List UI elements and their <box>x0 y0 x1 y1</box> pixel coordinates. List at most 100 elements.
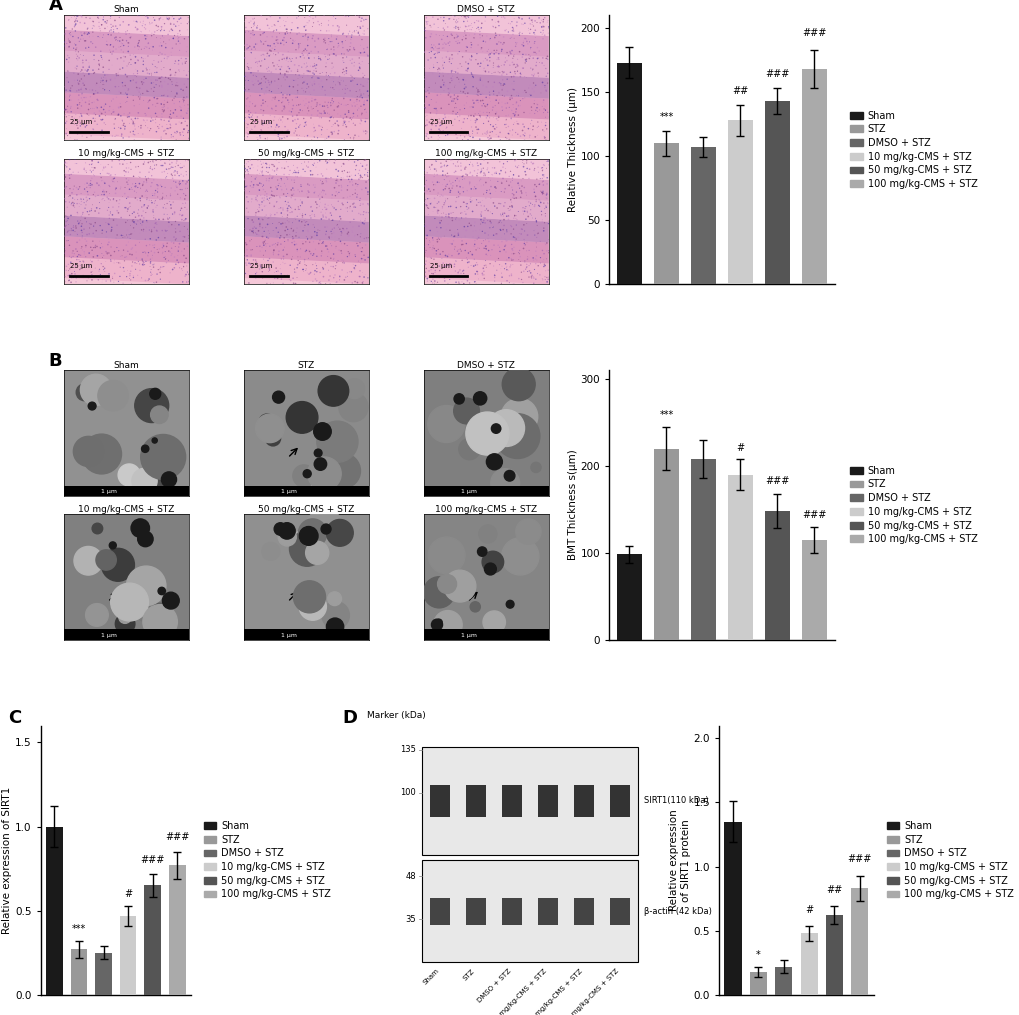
Point <box>118 191 135 207</box>
Point <box>258 171 274 187</box>
Point <box>117 66 133 82</box>
Point <box>57 165 73 182</box>
Point <box>526 79 542 95</box>
Point <box>298 60 314 76</box>
Point <box>144 167 160 184</box>
Point <box>435 75 451 91</box>
Point <box>473 15 489 31</box>
Point <box>82 82 98 98</box>
Point <box>340 172 357 188</box>
Point <box>151 48 167 64</box>
Point <box>503 268 520 284</box>
Point <box>358 105 374 121</box>
Point <box>141 14 157 30</box>
Point <box>505 76 522 92</box>
Point <box>534 30 550 47</box>
Point <box>534 18 550 35</box>
Point <box>485 83 501 99</box>
Point <box>265 275 281 291</box>
Point <box>300 223 316 240</box>
Bar <box>851 888 867 995</box>
Point <box>174 124 191 140</box>
Point <box>425 260 441 276</box>
Point <box>56 228 72 245</box>
Point <box>177 266 194 282</box>
Point <box>258 155 274 172</box>
Point <box>448 29 465 46</box>
Point <box>298 22 314 39</box>
Point <box>503 198 520 214</box>
Point <box>432 78 448 94</box>
Point <box>515 200 531 216</box>
Point <box>71 100 88 117</box>
Point <box>260 230 276 247</box>
Point <box>84 177 100 193</box>
Point <box>111 196 127 212</box>
Point <box>276 233 292 250</box>
Point <box>96 129 112 145</box>
Point <box>275 37 291 53</box>
Point <box>282 30 299 47</box>
Point <box>310 30 326 47</box>
Point <box>119 262 136 278</box>
Point <box>127 55 144 71</box>
Point <box>164 171 180 187</box>
Point <box>239 126 256 142</box>
Point <box>297 27 313 44</box>
Point <box>488 119 504 135</box>
Point <box>281 226 298 243</box>
Point <box>94 51 110 67</box>
Point <box>294 69 311 85</box>
Point <box>139 200 155 216</box>
Point <box>359 11 375 27</box>
Point <box>256 24 272 41</box>
Point <box>112 181 128 197</box>
Point <box>86 166 102 183</box>
Point <box>116 121 132 137</box>
Point <box>162 197 178 213</box>
Point <box>507 217 524 233</box>
Point <box>524 67 540 83</box>
Point <box>87 113 103 129</box>
Point <box>480 64 496 80</box>
Circle shape <box>501 538 538 574</box>
Point <box>300 31 316 48</box>
Point <box>173 103 190 119</box>
Point <box>305 14 321 30</box>
Point <box>500 250 517 266</box>
Point <box>292 241 309 257</box>
Legend: Sham, STZ, DMSO + STZ, 10 mg/kg-CMS + STZ, 50 mg/kg-CMS + STZ, 100 mg/kg-CMS + S: Sham, STZ, DMSO + STZ, 10 mg/kg-CMS + ST… <box>849 110 977 190</box>
Point <box>261 225 277 242</box>
Point <box>96 69 112 85</box>
Point <box>435 197 451 213</box>
Point <box>490 50 506 66</box>
Point <box>470 82 486 98</box>
Point <box>474 85 490 102</box>
Point <box>442 26 459 43</box>
Point <box>535 11 551 27</box>
Point <box>63 274 79 290</box>
Point <box>507 104 524 120</box>
Point <box>61 161 77 178</box>
Point <box>297 115 313 131</box>
Point <box>503 29 520 46</box>
Point <box>537 82 553 98</box>
Point <box>493 98 510 115</box>
Point <box>294 235 311 252</box>
Point <box>286 233 303 250</box>
Point <box>513 173 529 189</box>
Point <box>237 265 254 281</box>
Point <box>331 76 347 92</box>
Point <box>56 35 72 51</box>
Circle shape <box>485 432 500 449</box>
Point <box>260 38 276 54</box>
Point <box>104 159 120 176</box>
Point <box>75 117 92 133</box>
Point <box>279 231 296 248</box>
Point <box>502 266 519 282</box>
Point <box>477 225 493 242</box>
Point <box>159 206 175 222</box>
Point <box>329 17 345 33</box>
Point <box>307 123 323 139</box>
Point <box>82 28 98 45</box>
